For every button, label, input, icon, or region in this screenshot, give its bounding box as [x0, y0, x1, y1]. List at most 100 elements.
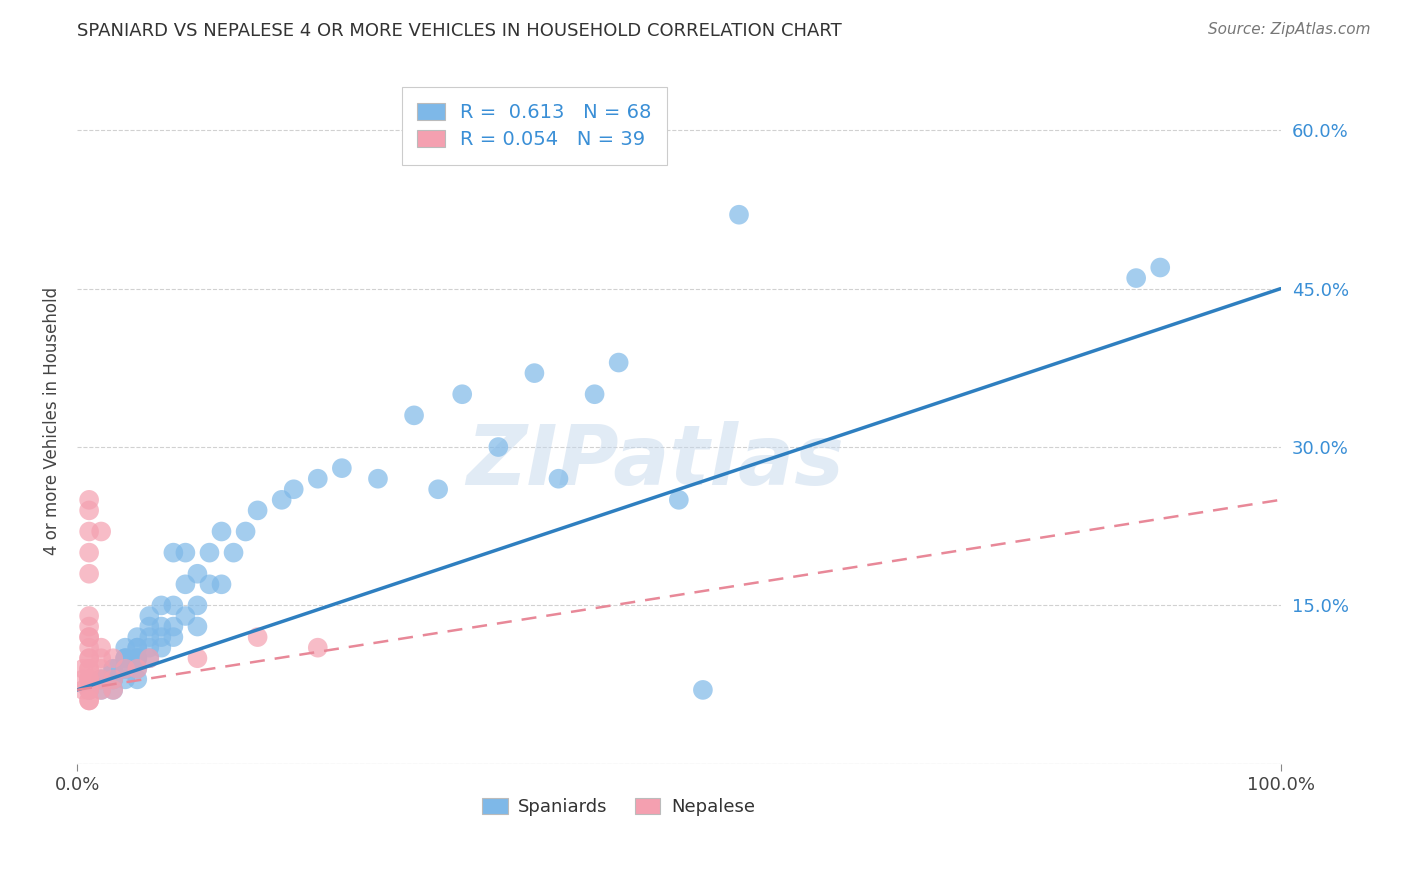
- Point: [222, 546, 245, 560]
- Point: [114, 662, 136, 676]
- Point: [211, 577, 233, 591]
- Point: [103, 673, 125, 687]
- Point: [174, 609, 197, 624]
- Point: [77, 619, 100, 633]
- Point: [523, 366, 546, 380]
- Point: [235, 524, 257, 539]
- Point: [367, 472, 389, 486]
- Point: [77, 492, 100, 507]
- Point: [77, 682, 100, 697]
- Point: [150, 640, 173, 655]
- Point: [103, 651, 125, 665]
- Point: [90, 662, 112, 676]
- Point: [103, 682, 125, 697]
- Point: [283, 483, 305, 497]
- Point: [246, 630, 269, 644]
- Point: [77, 662, 100, 676]
- Point: [90, 640, 112, 655]
- Point: [72, 673, 94, 687]
- Point: [186, 619, 208, 633]
- Point: [77, 566, 100, 581]
- Point: [138, 630, 160, 644]
- Point: [162, 599, 184, 613]
- Point: [77, 662, 100, 676]
- Point: [90, 682, 112, 697]
- Point: [77, 673, 100, 687]
- Point: [127, 651, 149, 665]
- Point: [127, 662, 149, 676]
- Point: [404, 409, 426, 423]
- Point: [307, 640, 329, 655]
- Point: [270, 492, 292, 507]
- Text: ZIPatlas: ZIPatlas: [465, 421, 844, 502]
- Point: [114, 673, 136, 687]
- Point: [1125, 271, 1147, 285]
- Point: [186, 599, 208, 613]
- Point: [114, 651, 136, 665]
- Point: [77, 630, 100, 644]
- Point: [451, 387, 474, 401]
- Point: [103, 682, 125, 697]
- Text: SPANIARD VS NEPALESE 4 OR MORE VEHICLES IN HOUSEHOLD CORRELATION CHART: SPANIARD VS NEPALESE 4 OR MORE VEHICLES …: [77, 22, 842, 40]
- Point: [77, 693, 100, 707]
- Point: [127, 673, 149, 687]
- Point: [162, 630, 184, 644]
- Point: [138, 640, 160, 655]
- Point: [174, 577, 197, 591]
- Point: [427, 483, 450, 497]
- Point: [77, 673, 100, 687]
- Point: [114, 662, 136, 676]
- Point: [77, 640, 100, 655]
- Point: [547, 472, 569, 486]
- Point: [103, 662, 125, 676]
- Text: Source: ZipAtlas.com: Source: ZipAtlas.com: [1208, 22, 1371, 37]
- Point: [114, 662, 136, 676]
- Point: [90, 673, 112, 687]
- Point: [114, 651, 136, 665]
- Point: [150, 599, 173, 613]
- Point: [583, 387, 606, 401]
- Point: [486, 440, 509, 454]
- Point: [77, 630, 100, 644]
- Point: [668, 492, 690, 507]
- Point: [90, 682, 112, 697]
- Point: [1149, 260, 1171, 275]
- Legend: Spaniards, Nepalese: Spaniards, Nepalese: [475, 790, 762, 823]
- Point: [127, 630, 149, 644]
- Point: [72, 662, 94, 676]
- Point: [77, 503, 100, 517]
- Point: [114, 651, 136, 665]
- Point: [138, 651, 160, 665]
- Point: [138, 619, 160, 633]
- Point: [246, 503, 269, 517]
- Point: [77, 651, 100, 665]
- Point: [198, 546, 221, 560]
- Point: [77, 673, 100, 687]
- Point: [90, 651, 112, 665]
- Point: [103, 673, 125, 687]
- Point: [127, 640, 149, 655]
- Point: [103, 673, 125, 687]
- Point: [90, 673, 112, 687]
- Point: [77, 609, 100, 624]
- Point: [150, 619, 173, 633]
- Point: [186, 651, 208, 665]
- Point: [127, 651, 149, 665]
- Point: [127, 651, 149, 665]
- Point: [174, 546, 197, 560]
- Point: [150, 630, 173, 644]
- Point: [77, 693, 100, 707]
- Point: [103, 662, 125, 676]
- Point: [138, 609, 160, 624]
- Point: [77, 524, 100, 539]
- Y-axis label: 4 or more Vehicles in Household: 4 or more Vehicles in Household: [44, 286, 60, 555]
- Point: [114, 640, 136, 655]
- Point: [330, 461, 353, 475]
- Point: [162, 546, 184, 560]
- Point: [307, 472, 329, 486]
- Point: [198, 577, 221, 591]
- Point: [728, 208, 751, 222]
- Point: [127, 640, 149, 655]
- Point: [90, 673, 112, 687]
- Point: [77, 682, 100, 697]
